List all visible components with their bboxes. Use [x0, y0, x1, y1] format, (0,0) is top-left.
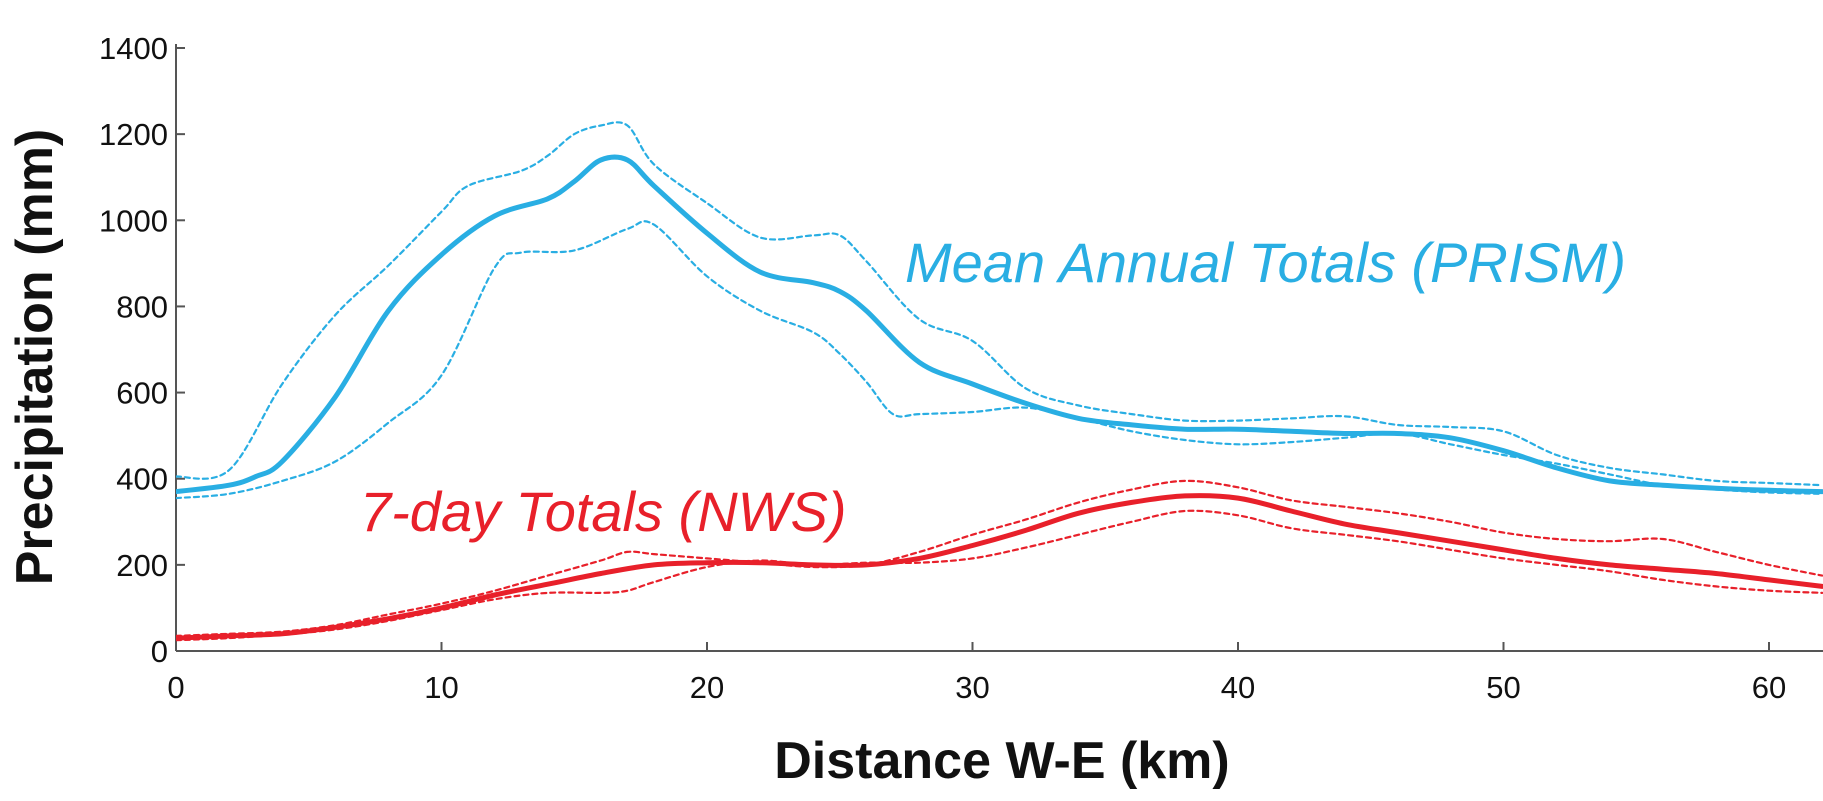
y-tick-label: 1400 [99, 31, 168, 66]
x-tick-label: 40 [1221, 670, 1255, 705]
series-line-prism-mean [176, 154, 1823, 495]
plot-area: 0 200 400 600 800 1000 1200 1400 0 10 20 30 40 50 60 [99, 31, 1823, 705]
series-label-prism: Mean Annual Totals (PRISM) [905, 231, 1626, 294]
series-line-nws-upper [176, 479, 1823, 637]
x-tick-label: 20 [690, 670, 724, 705]
y-axis-ticks: 0 200 400 600 800 1000 1200 1400 [99, 31, 185, 669]
x-tick-label: 30 [955, 670, 989, 705]
y-tick-label: 600 [116, 376, 168, 411]
x-tick-label: 0 [167, 670, 184, 705]
series-line-nws-mean [176, 493, 1823, 641]
series-line-prism-lower [176, 220, 1823, 500]
series-line-nws-lower [176, 509, 1823, 642]
series-layer [176, 121, 1823, 642]
y-tick-label: 800 [116, 289, 168, 324]
y-tick-label: 200 [116, 548, 168, 583]
y-tick-label: 400 [116, 462, 168, 497]
x-tick-label: 10 [424, 670, 458, 705]
x-axis-title: Distance W-E (km) [774, 732, 1229, 790]
x-axis-ticks: 0 10 20 30 40 50 60 [167, 642, 1786, 705]
y-tick-label: 1000 [99, 203, 168, 238]
series-line-prism-upper [176, 121, 1823, 487]
x-tick-label: 50 [1486, 670, 1520, 705]
y-tick-label: 1200 [99, 117, 168, 152]
x-tick-label: 60 [1752, 670, 1786, 705]
series-label-nws: 7-day Totals (NWS) [360, 480, 847, 543]
y-tick-label: 0 [151, 634, 168, 669]
y-axis-title: Precipitation (mm) [6, 129, 64, 586]
